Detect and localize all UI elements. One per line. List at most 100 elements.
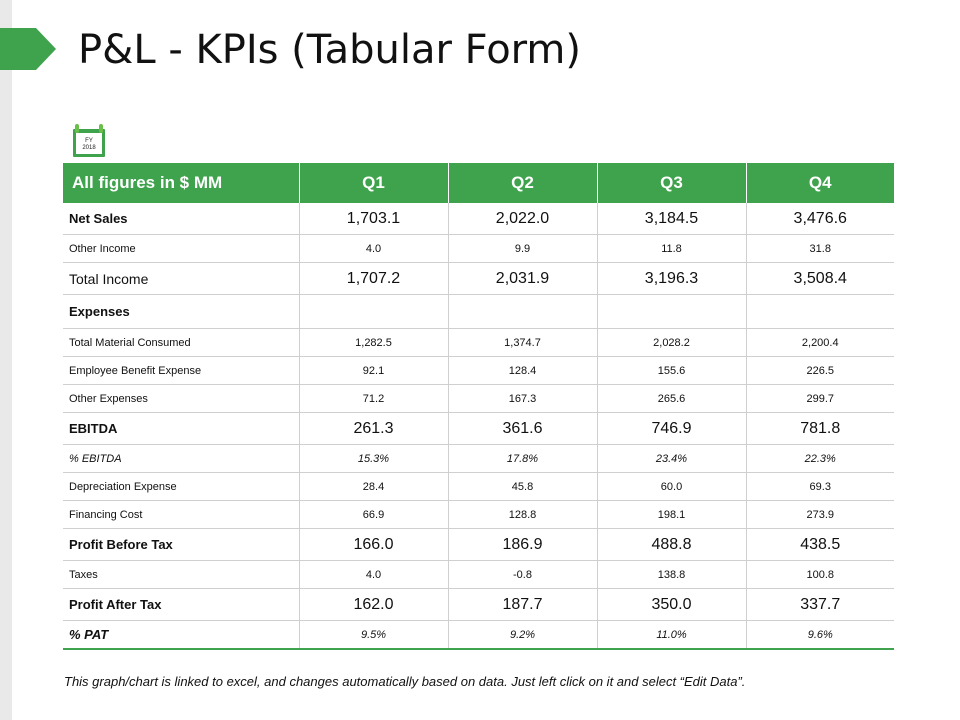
cell-q2: 128.4 (447, 356, 597, 385)
table-row: Depreciation Expense 28.4 45.8 60.0 69.3 (63, 472, 894, 501)
cell-q1: 92.1 (298, 356, 448, 385)
cell-q4: 22.3% (745, 444, 894, 473)
table-row: Total Income 1,707.2 2,031.9 3,196.3 3,508.4 (63, 262, 894, 295)
cell-q2: 2,022.0 (447, 203, 597, 235)
cell-q4: 337.7 (745, 588, 894, 621)
cell-q3: 198.1 (596, 500, 746, 529)
table-row: Other Expenses 71.2 167.3 265.6 299.7 (63, 384, 894, 413)
row-label: % PAT (63, 620, 299, 650)
pl-kpi-table: All figures in $ MM Q1 Q2 Q3 Q4 Net Sale… (63, 163, 894, 650)
cell-q2: 128.8 (447, 500, 597, 529)
cell-q1: 66.9 (298, 500, 448, 529)
footnote: This graph/chart is linked to excel, and… (64, 674, 746, 689)
cell-q1: 166.0 (298, 528, 448, 561)
cell-q1: 71.2 (298, 384, 448, 413)
cell-q1: 1,707.2 (298, 262, 448, 295)
cell-q4: 273.9 (745, 500, 894, 529)
cell-q3: 265.6 (596, 384, 746, 413)
table-row: Profit Before Tax 166.0 186.9 488.8 438.5 (63, 528, 894, 561)
row-label: Other Income (63, 234, 299, 263)
table-row: % PAT 9.5% 9.2% 11.0% 9.6% (63, 620, 894, 650)
cell-q1: 9.5% (298, 620, 448, 650)
table-row: Expenses (63, 294, 894, 329)
header-q1: Q1 (298, 163, 448, 203)
cell-q1: 4.0 (298, 560, 448, 589)
cell-q2 (447, 294, 597, 329)
cell-q1: 1,703.1 (298, 203, 448, 235)
cell-q4 (745, 294, 894, 329)
title-arrow-icon (0, 28, 56, 70)
cell-q4: 31.8 (745, 234, 894, 263)
table-row: Total Material Consumed 1,282.5 1,374.7 2,0… (63, 328, 894, 357)
cell-q3: 11.8 (596, 234, 746, 263)
row-label: Net Sales (63, 203, 299, 235)
cell-q4: 299.7 (745, 384, 894, 413)
cell-q4: 69.3 (745, 472, 894, 501)
table-row: Profit After Tax 162.0 187.7 350.0 337.7 (63, 588, 894, 621)
cell-q4: 438.5 (745, 528, 894, 561)
cell-q2: 167.3 (447, 384, 597, 413)
cell-q4: 9.6% (745, 620, 894, 650)
cell-q3: 3,184.5 (596, 203, 746, 235)
cell-q3: 746.9 (596, 412, 746, 445)
cell-q3: 11.0% (596, 620, 746, 650)
cell-q3: 3,196.3 (596, 262, 746, 295)
cell-q2: 45.8 (447, 472, 597, 501)
table-row: Taxes 4.0 -0.8 138.8 100.8 (63, 560, 894, 589)
cell-q1: 162.0 (298, 588, 448, 621)
cell-q4: 2,200.4 (745, 328, 894, 357)
row-label: Other Expenses (63, 384, 299, 413)
cell-q2: 17.8% (447, 444, 597, 473)
cell-q2: 2,031.9 (447, 262, 597, 295)
table-row: Net Sales 1,703.1 2,022.0 3,184.5 3,476.6 (63, 203, 894, 235)
cell-q3: 350.0 (596, 588, 746, 621)
cell-q4: 3,476.6 (745, 203, 894, 235)
table-row: Financing Cost 66.9 128.8 198.1 273.9 (63, 500, 894, 529)
cell-q3: 2,028.2 (596, 328, 746, 357)
cell-q2: 9.2% (447, 620, 597, 650)
cell-q4: 3,508.4 (745, 262, 894, 295)
cell-q1: 15.3% (298, 444, 448, 473)
row-label: Taxes (63, 560, 299, 589)
calendar-icon: FY 2018 (73, 124, 105, 157)
cell-q1: 261.3 (298, 412, 448, 445)
table-row: % EBITDA 15.3% 17.8% 23.4% 22.3% (63, 444, 894, 473)
header-figures: All figures in $ MM (63, 163, 299, 203)
cell-q4: 100.8 (745, 560, 894, 589)
header-q4: Q4 (745, 163, 894, 203)
cell-q1: 1,282.5 (298, 328, 448, 357)
cell-q3 (596, 294, 746, 329)
calendar-icon-line1: FY (85, 138, 93, 144)
cell-q4: 781.8 (745, 412, 894, 445)
row-label: Expenses (63, 294, 299, 329)
row-label: EBITDA (63, 412, 299, 445)
table-row: Employee Benefit Expense 92.1 128.4 155.6 22… (63, 356, 894, 385)
table-body: Net Sales 1,703.1 2,022.0 3,184.5 3,476.6 Oth… (63, 203, 894, 650)
table-row: Other Income 4.0 9.9 11.8 31.8 (63, 234, 894, 263)
cell-q2: 187.7 (447, 588, 597, 621)
header-q3: Q3 (596, 163, 746, 203)
cell-q2: 186.9 (447, 528, 597, 561)
row-label: % EBITDA (63, 444, 299, 473)
row-label: Total Income (63, 262, 299, 295)
row-label: Profit After Tax (63, 588, 299, 621)
table-row: EBITDA 261.3 361.6 746.9 781.8 (63, 412, 894, 445)
table-header-row: All figures in $ MM Q1 Q2 Q3 Q4 (63, 163, 894, 203)
cell-q2: 1,374.7 (447, 328, 597, 357)
cell-q2: 361.6 (447, 412, 597, 445)
cell-q3: 138.8 (596, 560, 746, 589)
cell-q3: 60.0 (596, 472, 746, 501)
cell-q2: 9.9 (447, 234, 597, 263)
cell-q3: 155.6 (596, 356, 746, 385)
cell-q3: 23.4% (596, 444, 746, 473)
cell-q4: 226.5 (745, 356, 894, 385)
calendar-icon-line2: 2018 (82, 145, 96, 151)
header-q2: Q2 (447, 163, 597, 203)
cell-q3: 488.8 (596, 528, 746, 561)
cell-q1 (298, 294, 448, 329)
page-title: P&L - KPIs (Tabular Form) (78, 27, 581, 73)
row-label: Depreciation Expense (63, 472, 299, 501)
row-label: Financing Cost (63, 500, 299, 529)
row-label: Employee Benefit Expense (63, 356, 299, 385)
cell-q1: 4.0 (298, 234, 448, 263)
